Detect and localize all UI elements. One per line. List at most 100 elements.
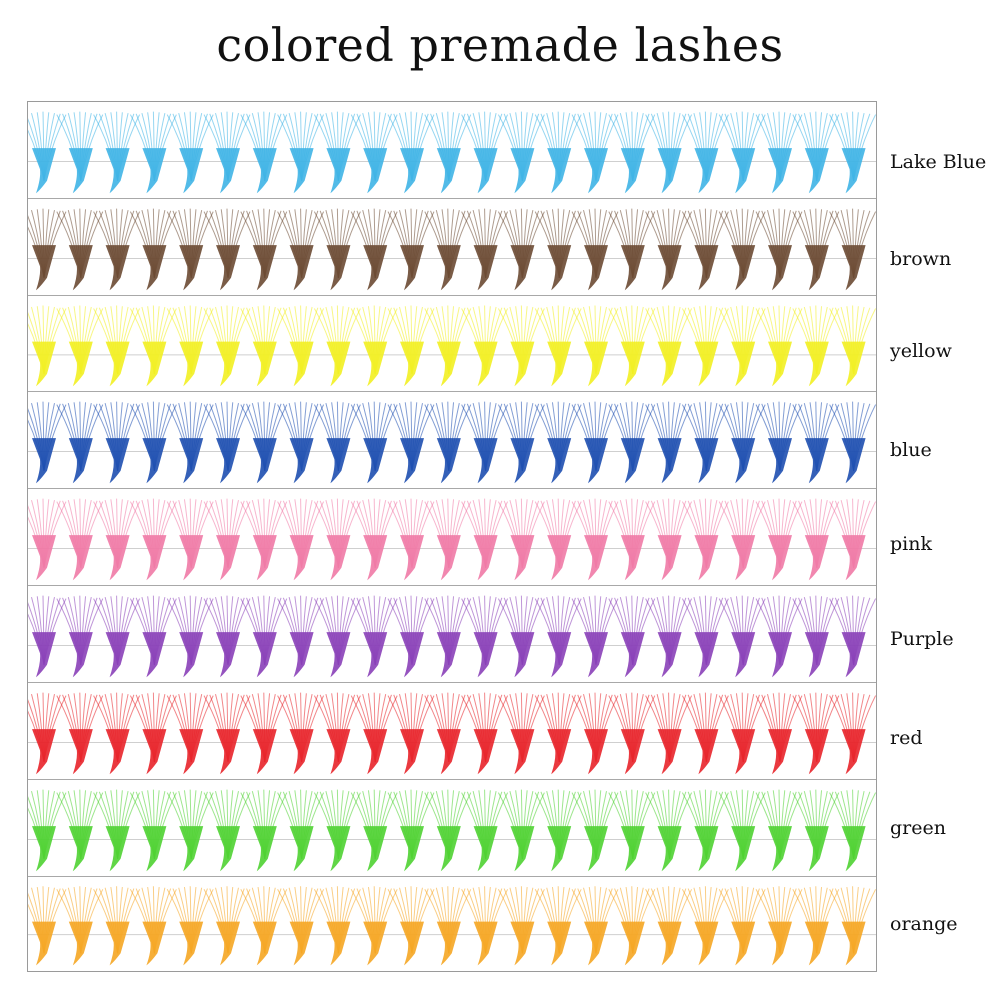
- lash-fan: [129, 305, 177, 387]
- lash-fan: [56, 305, 104, 387]
- lash-fan: [350, 111, 398, 194]
- lash-fan: [387, 401, 435, 484]
- lash-fan: [829, 692, 876, 775]
- lash-fan: [534, 595, 582, 678]
- lash-fan: [755, 111, 803, 194]
- lash-fan: [534, 401, 582, 484]
- lash-fan: [424, 208, 472, 291]
- lash-fan: [497, 886, 545, 966]
- lash-fan: [313, 111, 361, 194]
- lash-fan: [166, 111, 214, 194]
- lash-fan: [203, 208, 251, 291]
- lash-fan: [461, 111, 509, 194]
- lash-fan: [755, 595, 803, 678]
- lash-fan: [277, 692, 325, 775]
- lash-fan: [240, 498, 288, 581]
- lash-fan: [608, 789, 656, 872]
- lash-fan: [93, 692, 141, 775]
- lash-fan: [497, 111, 545, 194]
- lash-fan: [681, 208, 729, 291]
- lash-fan: [829, 595, 876, 678]
- lash-fan: [203, 305, 251, 387]
- lash-fan: [28, 595, 67, 678]
- lash-fan: [93, 886, 141, 966]
- lash-fan: [350, 401, 398, 484]
- lash-fan: [166, 886, 214, 966]
- lash-fan: [645, 401, 693, 484]
- lash-fan: [203, 498, 251, 581]
- lash-fan: [166, 305, 214, 387]
- lash-fan: [461, 305, 509, 387]
- lash-fan: [829, 305, 876, 387]
- lash-fan: [718, 401, 766, 484]
- lash-fan: [461, 208, 509, 291]
- lash-fan: [497, 595, 545, 678]
- lash-fan: [424, 692, 472, 775]
- lash-fan: [28, 498, 67, 581]
- lash-fan: [166, 595, 214, 678]
- lash-fan: [203, 789, 251, 872]
- lash-panel: [27, 101, 877, 972]
- lash-fan: [755, 692, 803, 775]
- lash-fan: [608, 595, 656, 678]
- page-title: colored premade lashes: [216, 18, 784, 72]
- lash-fan: [829, 498, 876, 581]
- lash-fan: [645, 208, 693, 291]
- lash-fan: [718, 692, 766, 775]
- lash-fan: [608, 111, 656, 194]
- lash-fan: [350, 692, 398, 775]
- lash-fan: [608, 208, 656, 291]
- lash-fan: [166, 401, 214, 484]
- lash-fan: [93, 595, 141, 678]
- lash-fan: [829, 789, 876, 872]
- lash-fan: [792, 595, 840, 678]
- lash-fan: [28, 692, 67, 775]
- lash-fan: [313, 305, 361, 387]
- lash-fan: [166, 789, 214, 872]
- lash-fan: [387, 305, 435, 387]
- lash-row-orange: [28, 877, 876, 971]
- lash-fan: [571, 595, 619, 678]
- lash-fan: [350, 305, 398, 387]
- lash-fan: [571, 789, 619, 872]
- lash-strip: [28, 692, 876, 775]
- lash-fan: [203, 111, 251, 194]
- lash-fan: [792, 305, 840, 387]
- lash-fan: [277, 208, 325, 291]
- lash-fan: [681, 498, 729, 581]
- lash-fan: [681, 111, 729, 194]
- lash-fan: [313, 692, 361, 775]
- lash-fan: [681, 401, 729, 484]
- color-label: green: [890, 817, 946, 839]
- color-label: blue: [890, 439, 932, 461]
- lash-fan: [424, 789, 472, 872]
- lash-fan: [56, 692, 104, 775]
- lash-fan: [240, 692, 288, 775]
- lash-fan: [792, 111, 840, 194]
- lash-fan: [829, 208, 876, 291]
- lash-row-pink: [28, 489, 876, 586]
- lash-fan: [203, 692, 251, 775]
- lash-fan: [28, 111, 67, 194]
- lash-row-brown: [28, 199, 876, 296]
- lash-fan: [718, 111, 766, 194]
- lash-fan: [461, 789, 509, 872]
- lash-fan: [166, 208, 214, 291]
- lash-fan: [387, 789, 435, 872]
- lash-fan: [829, 886, 876, 966]
- lash-fan: [681, 305, 729, 387]
- lash-fan: [424, 305, 472, 387]
- lash-fan: [681, 595, 729, 678]
- lash-fan: [350, 789, 398, 872]
- lash-fan: [28, 401, 67, 484]
- lash-strip: [28, 305, 876, 387]
- lash-fan: [313, 886, 361, 966]
- lash-fan: [608, 401, 656, 484]
- lash-fan: [497, 208, 545, 291]
- lash-strip: [28, 208, 876, 291]
- lash-fan: [571, 401, 619, 484]
- lash-fan: [313, 208, 361, 291]
- lash-fan: [534, 498, 582, 581]
- lash-fan: [718, 886, 766, 966]
- lash-fan: [645, 111, 693, 194]
